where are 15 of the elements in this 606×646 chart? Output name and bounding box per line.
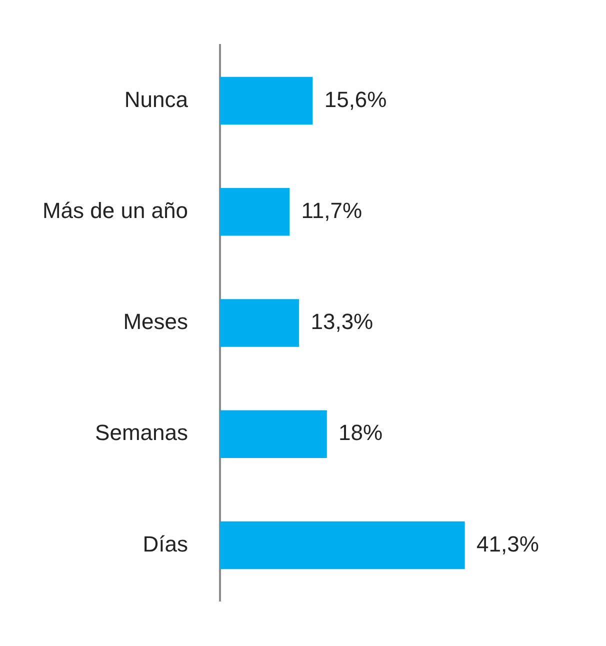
y-tick-label: Meses — [123, 309, 188, 334]
data-label: 41,3% — [476, 531, 539, 556]
bar — [220, 521, 465, 570]
bar — [220, 76, 313, 125]
data-label: 11,7% — [301, 198, 362, 223]
bar — [220, 188, 290, 236]
data-label: 18% — [338, 420, 383, 446]
y-tick-label: Nunca — [124, 86, 189, 112]
data-label: 13,3% — [310, 309, 374, 334]
y-tick-label: Días — [142, 531, 188, 556]
y-tick-label: Semanas — [95, 420, 188, 446]
bar — [220, 410, 327, 458]
bar — [220, 299, 300, 347]
y-tick-label: Más de un año — [42, 198, 188, 223]
data-label: 15,6% — [324, 86, 387, 112]
